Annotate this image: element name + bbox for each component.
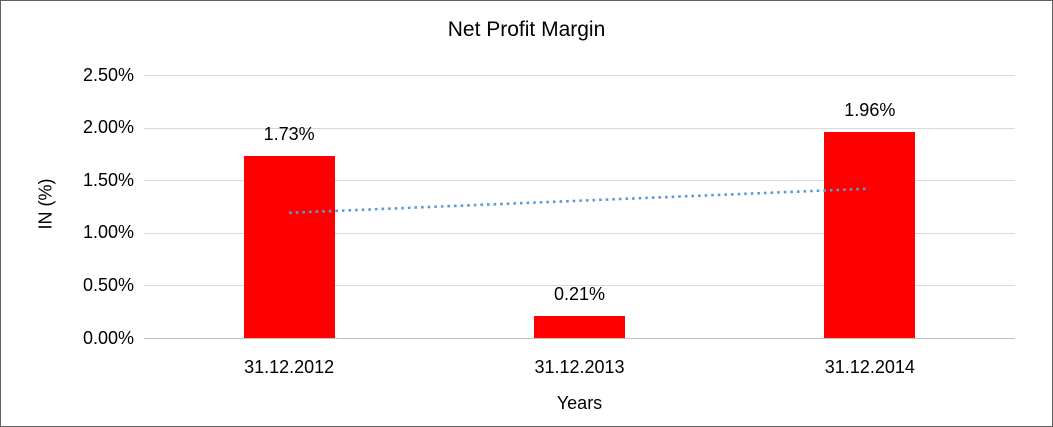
y-tick-label: 0.50% <box>82 274 134 295</box>
gridline <box>144 338 1015 339</box>
trendline-dotted <box>289 187 870 215</box>
y-tick-label: 1.00% <box>82 222 134 243</box>
gridline <box>144 285 1015 287</box>
gridline <box>144 180 1015 182</box>
y-tick-label: 2.50% <box>82 64 134 85</box>
y-tick-label: 0.00% <box>82 327 134 348</box>
bar-value-label: 0.21% <box>553 283 606 304</box>
gridline <box>144 232 1015 234</box>
bar-31.12.2013 <box>534 315 625 338</box>
bar-value-label: 1.73% <box>263 124 315 144</box>
x-category-label: 31.12.2014 <box>824 357 915 377</box>
y-tick-label: 1.50% <box>82 169 134 190</box>
gridline <box>144 75 1015 76</box>
y-tick-label: 2.00% <box>82 117 134 138</box>
gridline <box>144 127 1015 129</box>
x-category-label: 31.12.2012 <box>244 357 335 377</box>
x-axis-title: Years <box>556 393 603 413</box>
bar-31.12.2012 <box>243 156 335 338</box>
x-category-label: 31.12.2013 <box>534 357 625 377</box>
bar-31.12.2014 <box>824 131 916 338</box>
bar-value-label: 1.96% <box>844 99 896 120</box>
chart-title: Net Profit Margin <box>447 18 606 41</box>
